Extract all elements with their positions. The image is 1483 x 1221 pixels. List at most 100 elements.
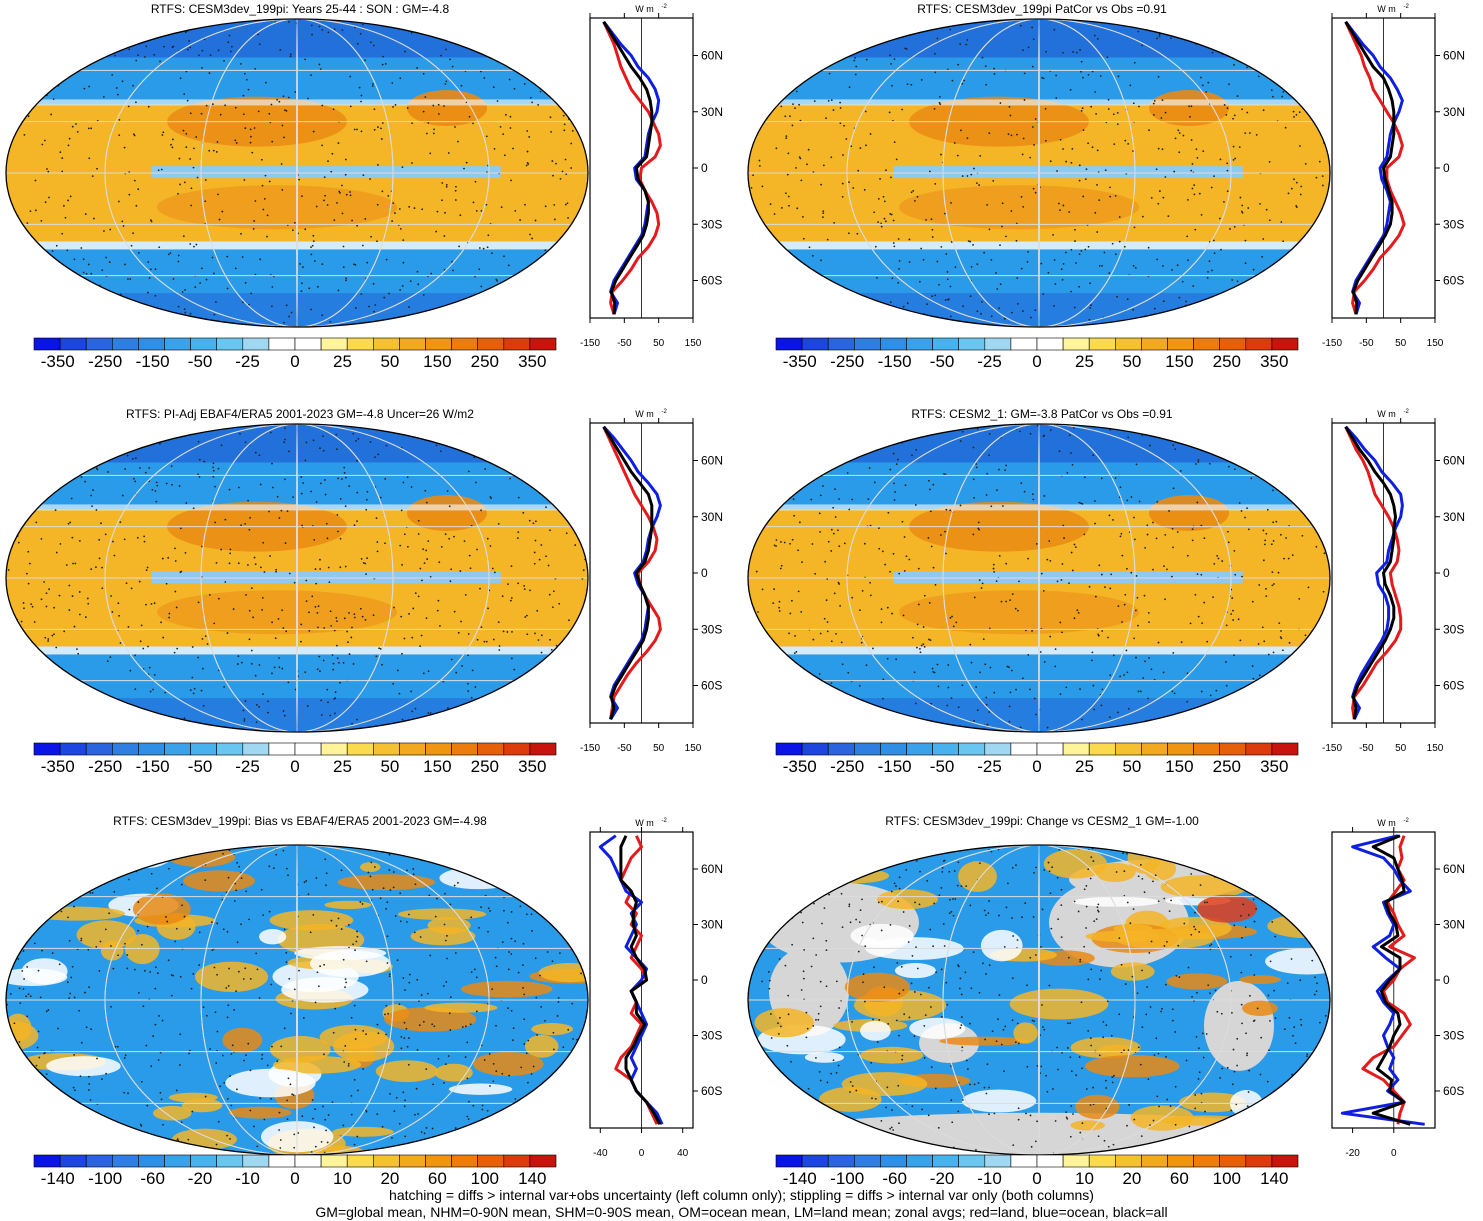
stipple-dot: [509, 127, 512, 129]
colorbar-label: -250: [830, 352, 864, 371]
panel-2: RTFS: CESM3dev_199pi PatCor vs Obs =0.91…: [742, 0, 1483, 400]
stipple-dot: [1080, 250, 1083, 252]
stipple-dot: [512, 1122, 514, 1125]
stipple-dot: [18, 987, 21, 990]
stipple-dot: [273, 666, 276, 669]
stipple-dot: [213, 313, 216, 316]
stipple-dot: [324, 194, 326, 197]
stipple-dot: [114, 1045, 117, 1048]
colorbar-swatch: [984, 337, 1012, 351]
stipple-dot: [1194, 911, 1196, 914]
stipple-dot: [879, 178, 881, 180]
colorbar-swatch: [1010, 337, 1038, 351]
stipple-dot: [1232, 158, 1235, 161]
colorbar-swatch: [477, 742, 505, 756]
stipple-dot: [550, 648, 553, 651]
stipple-dot: [46, 168, 48, 170]
stipple-dot: [348, 612, 350, 614]
stipple-dot: [500, 323, 503, 326]
stipple-dot: [1241, 575, 1243, 578]
stipple-dot: [382, 55, 385, 58]
stipple-dot: [936, 663, 939, 666]
stipple-dot: [252, 228, 255, 230]
stipple-dot: [1232, 145, 1235, 148]
stipple-dot: [919, 870, 921, 873]
stipple-dot: [417, 595, 420, 598]
stipple-dot: [321, 104, 324, 107]
stipple-dot: [399, 227, 402, 230]
stipple-dot: [14, 864, 16, 866]
stipple-dot: [491, 988, 494, 991]
stipple-dot: [345, 981, 348, 984]
stipple-dot: [197, 440, 200, 443]
stipple-dot: [817, 428, 819, 431]
stipple-dot: [1040, 572, 1043, 575]
stipple-dot: [1081, 1122, 1084, 1125]
stipple-dot: [409, 280, 412, 283]
stipple-dot: [903, 1013, 906, 1016]
stipple-dot: [507, 968, 510, 971]
stipple-dot: [1218, 217, 1221, 220]
field-patch: [183, 870, 255, 892]
stipple-dot: [524, 203, 526, 206]
stipple-dot: [35, 685, 38, 688]
stipple-dot: [478, 443, 480, 445]
colorbar-swatch: [801, 337, 829, 351]
stipple-dot: [975, 466, 978, 469]
stipple-dot: [1316, 266, 1319, 269]
stipple-dot: [40, 598, 43, 601]
stipple-dot: [890, 62, 893, 65]
stipple-dot: [808, 702, 811, 705]
stipple-dot: [950, 910, 953, 913]
stipple-dot: [189, 46, 192, 49]
stipple-dot: [109, 656, 112, 659]
stipple-dot: [80, 1041, 83, 1044]
stipple-dot: [917, 567, 920, 570]
stipple-dot: [531, 930, 533, 932]
stipple-dot: [34, 179, 37, 182]
stipple-dot: [813, 1100, 815, 1103]
stipple-dot: [33, 252, 35, 255]
field-patch: [748, 845, 768, 869]
field-patch: [1239, 975, 1281, 985]
stipple-dot: [1276, 266, 1278, 269]
stipple-dot: [1128, 729, 1131, 732]
stipple-dot: [834, 488, 837, 491]
stipple-dot: [192, 692, 195, 695]
stipple-dot: [1143, 891, 1146, 894]
stipple-dot: [764, 254, 767, 257]
stipple-dot: [973, 1083, 976, 1086]
stipple-dot: [957, 861, 960, 864]
stipple-dot: [798, 521, 801, 524]
stipple-dot: [1064, 251, 1067, 254]
stipple-dot: [560, 71, 563, 73]
stipple-dot: [8, 428, 11, 431]
stipple-dot: [128, 908, 131, 911]
stipple-dot: [1178, 151, 1181, 154]
stipple-dot: [258, 664, 261, 666]
stipple-dot: [135, 59, 138, 62]
stipple-dot: [571, 1141, 574, 1143]
stipple-dot: [102, 450, 105, 453]
stipple-dot: [951, 1121, 954, 1124]
stipple-dot: [848, 905, 851, 908]
field-patch: [26, 906, 125, 921]
stipple-dot: [71, 536, 74, 539]
stipple-dot: [344, 476, 347, 479]
stipple-dot: [1155, 1037, 1158, 1040]
stipple-dot: [52, 1151, 55, 1154]
graticule-lon: [1038, 845, 1040, 1155]
colorbar-label: -100: [830, 1169, 864, 1188]
stipple-dot: [906, 83, 909, 86]
stipple-dot: [160, 1098, 163, 1101]
zonal-x-label: -50: [617, 338, 632, 349]
stipple-dot: [362, 1151, 365, 1154]
colorbar-swatch: [346, 337, 374, 351]
stipple-dot: [266, 1064, 269, 1067]
stipple-dot: [1269, 35, 1272, 38]
stipple-dot: [1094, 500, 1096, 502]
stipple-dot: [188, 40, 190, 42]
stipple-dot: [1060, 888, 1063, 891]
stipple-dot: [388, 853, 391, 856]
zonal-lat-label: 0: [1443, 566, 1450, 580]
